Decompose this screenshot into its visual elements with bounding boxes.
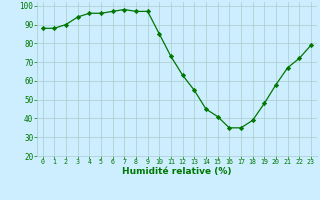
X-axis label: Humidité relative (%): Humidité relative (%) bbox=[122, 167, 232, 176]
